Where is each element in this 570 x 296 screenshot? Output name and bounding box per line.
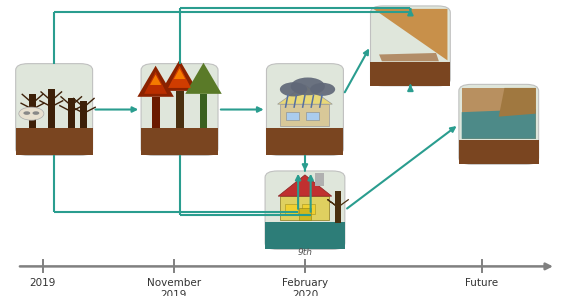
Polygon shape (265, 222, 345, 249)
Polygon shape (137, 66, 174, 97)
Text: 9th: 9th (298, 248, 312, 257)
Bar (302, 204, 315, 214)
Bar (176, 91, 184, 128)
FancyBboxPatch shape (141, 64, 218, 155)
Polygon shape (150, 75, 161, 85)
Polygon shape (462, 88, 536, 139)
Circle shape (19, 107, 44, 120)
Polygon shape (16, 128, 92, 155)
Text: Future: Future (465, 278, 498, 288)
Bar (48, 89, 55, 128)
Bar (306, 112, 319, 120)
Circle shape (291, 78, 325, 95)
Text: 2019: 2019 (30, 278, 56, 288)
Text: February
2020: February 2020 (282, 278, 328, 296)
Bar (299, 208, 311, 221)
Polygon shape (144, 72, 167, 94)
Bar (280, 196, 329, 221)
Bar (152, 97, 160, 128)
Bar (335, 191, 341, 223)
Polygon shape (459, 140, 539, 164)
FancyBboxPatch shape (267, 64, 343, 155)
Bar (68, 98, 75, 128)
Bar (285, 204, 298, 214)
Polygon shape (462, 109, 536, 139)
Polygon shape (278, 175, 332, 196)
Bar (286, 112, 299, 120)
Polygon shape (373, 9, 447, 60)
Polygon shape (185, 63, 222, 94)
Polygon shape (267, 128, 343, 155)
Polygon shape (168, 66, 191, 88)
Bar (280, 104, 329, 126)
Polygon shape (379, 53, 439, 61)
Polygon shape (141, 128, 218, 155)
Text: November
2019: November 2019 (147, 278, 201, 296)
Polygon shape (161, 60, 198, 91)
FancyBboxPatch shape (370, 6, 450, 86)
Polygon shape (278, 85, 332, 104)
Bar (29, 94, 36, 128)
Polygon shape (499, 88, 536, 117)
Circle shape (310, 83, 335, 96)
Circle shape (23, 111, 30, 115)
Polygon shape (174, 69, 185, 79)
Bar (200, 94, 207, 128)
FancyBboxPatch shape (16, 64, 92, 155)
Circle shape (32, 111, 39, 115)
FancyBboxPatch shape (265, 171, 345, 249)
FancyBboxPatch shape (459, 84, 539, 164)
Polygon shape (370, 62, 450, 86)
Bar (80, 101, 87, 128)
Circle shape (280, 82, 307, 96)
Bar (315, 173, 324, 186)
